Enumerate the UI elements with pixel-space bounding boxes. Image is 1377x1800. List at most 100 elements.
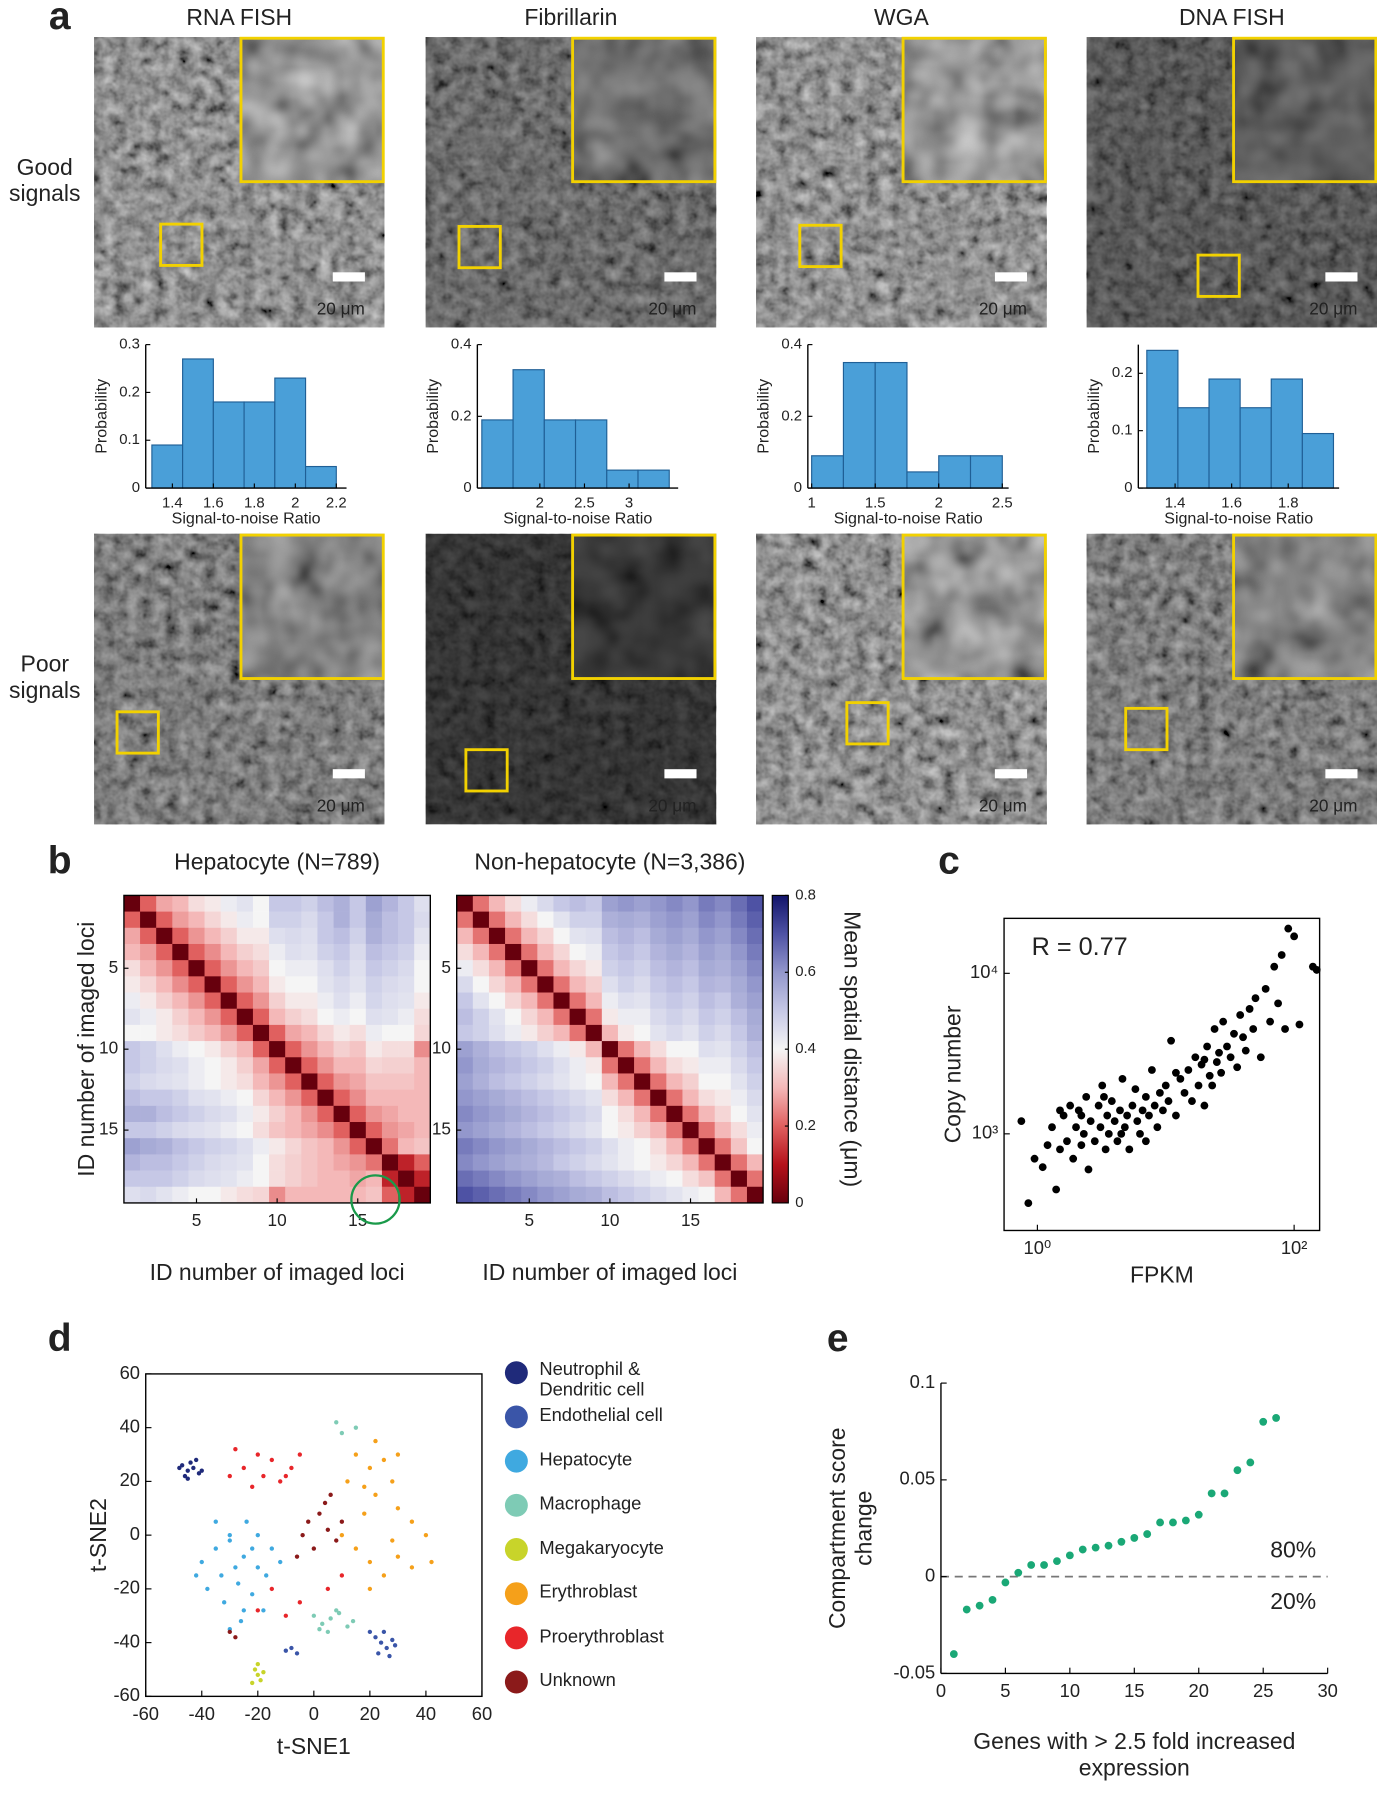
- point: [1181, 1516, 1190, 1525]
- inset-frame: [239, 36, 385, 184]
- heatmap-cell: [123, 1105, 141, 1123]
- point: [325, 1629, 331, 1635]
- x-tick-label: 3: [625, 496, 633, 512]
- point: [261, 1670, 266, 1675]
- point: [1200, 1055, 1209, 1064]
- heatmap-cell: [172, 1138, 189, 1155]
- heatmap-cell: [553, 1186, 570, 1204]
- point: [1024, 1199, 1033, 1208]
- y-tick-label: 0.2: [1112, 365, 1133, 381]
- heatmap-cell: [666, 1122, 683, 1139]
- heatmap-cell: [317, 1154, 334, 1171]
- heatmap-cell: [472, 1105, 490, 1123]
- y-tick-label: -40: [113, 1630, 140, 1651]
- heatmap-cell: [349, 1073, 367, 1090]
- point: [1091, 1543, 1100, 1552]
- point: [1245, 1005, 1254, 1013]
- heatmap-cell: [537, 1041, 554, 1058]
- heatmap-cell: [746, 1057, 764, 1074]
- heatmap-cell: [140, 943, 157, 961]
- heatmap-cell: [585, 1008, 603, 1026]
- heatmap-cell: [650, 1138, 667, 1155]
- x-tick-label: 2.5: [992, 496, 1013, 512]
- heatmap-cell: [252, 1105, 270, 1123]
- heatmap-cell: [140, 992, 157, 1010]
- chart-title: Non-hepatocyte (N=3,386): [474, 848, 745, 874]
- heatmap-cell: [156, 976, 173, 993]
- point: [196, 1471, 202, 1476]
- point: [1030, 1154, 1039, 1163]
- point: [193, 1573, 199, 1578]
- heatmap-cell: [505, 1041, 522, 1058]
- heatmap-cell: [666, 943, 683, 961]
- heatmap-cell: [349, 976, 367, 993]
- heatmap-cell: [140, 1105, 157, 1123]
- point: [387, 1653, 392, 1659]
- heatmap-cell: [172, 976, 189, 993]
- heatmap-cell: [521, 943, 538, 961]
- point: [1001, 1578, 1010, 1587]
- point: [328, 1616, 333, 1621]
- heatmap-cell: [398, 1105, 415, 1123]
- heatmap-cell: [188, 943, 205, 961]
- heatmap-cell: [617, 1122, 635, 1139]
- heatmap-cell: [521, 1057, 538, 1074]
- heatmap-cell: [236, 976, 254, 993]
- heatmap-cell: [746, 1154, 764, 1171]
- point: [1014, 1568, 1023, 1577]
- x-tick-label: 10: [268, 1210, 287, 1230]
- heatmap-cell: [746, 927, 764, 945]
- inset-image: [240, 533, 385, 678]
- heatmap-cell: [172, 943, 189, 961]
- point: [325, 1527, 331, 1532]
- heatmap-cell: [682, 927, 699, 945]
- heatmap-cell: [714, 943, 732, 961]
- bar: [212, 401, 245, 489]
- heatmap-cell: [617, 1041, 635, 1058]
- heatmap-cell: [414, 1186, 431, 1204]
- heatmap-cell: [553, 1122, 570, 1139]
- heatmap-cell: [714, 1041, 732, 1058]
- inset-shade: [903, 533, 1047, 678]
- heatmap-cell: [569, 1138, 587, 1155]
- heatmap-cell: [553, 895, 570, 912]
- point: [334, 1420, 339, 1425]
- heatmap-cell: [472, 1073, 490, 1090]
- heatmap-cell: [666, 1089, 683, 1107]
- heatmap-cell: [123, 976, 141, 993]
- heatmap-cell: [617, 927, 635, 945]
- heatmap-cell: [488, 1154, 506, 1171]
- point: [334, 1608, 339, 1613]
- heatmap-cell: [488, 1089, 506, 1107]
- point: [1259, 1417, 1268, 1426]
- point: [339, 1430, 345, 1436]
- heatmap-cell: [634, 1105, 651, 1123]
- heatmap-cell: [301, 960, 318, 977]
- y-tick-label: 0.1: [119, 432, 140, 448]
- y-tick-label: 0.05: [899, 1468, 935, 1489]
- point: [395, 1506, 401, 1511]
- heatmap-cell: [349, 911, 367, 929]
- heatmap-cell: [381, 976, 399, 993]
- point: [322, 1500, 328, 1506]
- x-tick-label: 10²: [1281, 1237, 1308, 1258]
- point: [241, 1465, 246, 1471]
- inset-marker: [798, 223, 843, 269]
- heatmap-cell: [698, 1089, 716, 1107]
- point: [283, 1648, 289, 1653]
- heatmap-cell: [172, 895, 189, 912]
- heatmap-cell: [236, 960, 254, 977]
- heatmap-cell: [140, 927, 157, 945]
- point: [367, 1629, 373, 1635]
- point: [1169, 1518, 1177, 1527]
- heatmap-cell: [269, 1057, 286, 1074]
- point: [193, 1457, 199, 1463]
- heatmap-cell: [172, 1057, 189, 1074]
- x-tick-label: 1.4: [1165, 496, 1186, 512]
- heatmap-cell: [349, 992, 367, 1010]
- point: [1104, 1129, 1113, 1138]
- heatmap-cell: [601, 1008, 619, 1026]
- x-tick-label: 1.8: [1278, 496, 1299, 512]
- y-tick-label: -60: [113, 1684, 140, 1705]
- point: [1200, 1101, 1209, 1110]
